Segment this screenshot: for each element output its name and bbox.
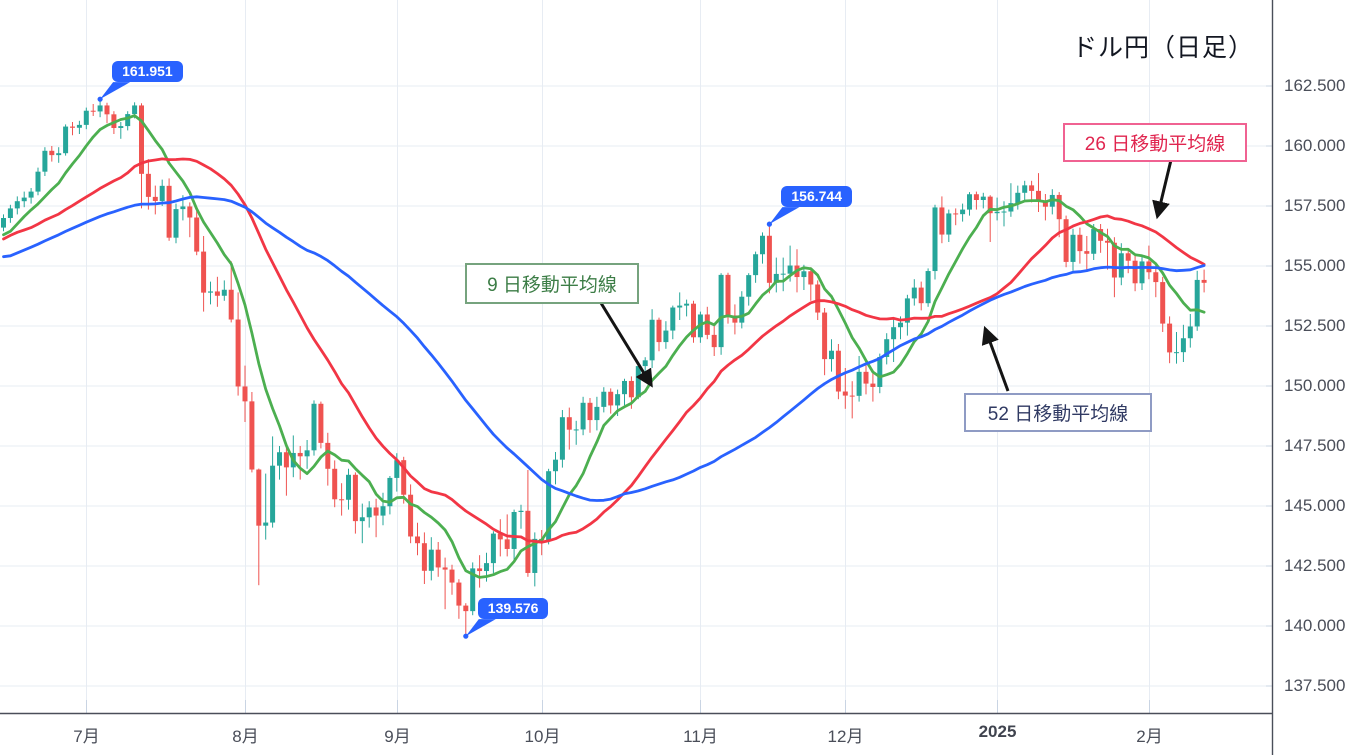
callout-anchor-dot bbox=[97, 96, 103, 102]
x-axis-label: 10月 bbox=[524, 727, 561, 746]
chart-title: ドル円（日足） bbox=[1071, 34, 1254, 62]
callout-anchor-dot bbox=[766, 221, 773, 227]
price-callout-high-161951[interactable]: 161.951 bbox=[112, 61, 183, 83]
x-axis-label: 7月 bbox=[73, 727, 100, 746]
callout-anchor-dot bbox=[463, 633, 469, 639]
ma52-annotation-box[interactable]: 52 日移動平均線 bbox=[964, 393, 1152, 432]
annotation-arrows[interactable] bbox=[599, 159, 1173, 392]
ma52-annotation-text: 52 日移動平均線 bbox=[987, 404, 1129, 425]
y-axis-label: 147.500 bbox=[1284, 436, 1346, 455]
price-callout-low-139576[interactable]: 139.576 bbox=[477, 598, 549, 620]
callout-markers bbox=[97, 82, 800, 639]
ma9-annotation-box[interactable]: 9 日移動平均線 bbox=[465, 263, 639, 304]
ma26-annotation-box[interactable]: 26 日移動平均線 bbox=[1063, 123, 1247, 162]
price-callout-label: 156.744 bbox=[791, 188, 842, 205]
y-axis-label: 155.000 bbox=[1284, 256, 1346, 275]
ma-26-line bbox=[2, 157, 1206, 544]
price-callout-label: 139.576 bbox=[487, 600, 539, 617]
x-axis-label: 12月 bbox=[827, 727, 864, 746]
y-axis-label: 142.500 bbox=[1284, 556, 1346, 575]
ma-52-line bbox=[2, 195, 1206, 502]
y-axis-label: 152.500 bbox=[1284, 316, 1346, 335]
axis-borders bbox=[0, 0, 1274, 755]
ma-9-line bbox=[2, 114, 1206, 579]
x-axis-label: 2025 bbox=[978, 722, 1017, 741]
ma9-annotation-text: 9 日移動平均線 bbox=[487, 275, 617, 296]
y-axis-label: 150.000 bbox=[1284, 376, 1346, 395]
x-axis-label: 2月 bbox=[1136, 727, 1163, 746]
y-axis-label: 145.000 bbox=[1284, 496, 1346, 515]
ma26-annotation-text: 26 日移動平均線 bbox=[1084, 134, 1226, 155]
y-axis-label: 157.500 bbox=[1284, 196, 1346, 215]
x-axis-label: 11月 bbox=[683, 727, 718, 746]
y-axis-label: 137.500 bbox=[1284, 676, 1346, 695]
ma-label-arrow-9 bbox=[599, 302, 653, 388]
ma-label-arrow-52 bbox=[981, 325, 1010, 392]
x-axis-label: 8月 bbox=[232, 727, 259, 746]
gridlines bbox=[0, 0, 1272, 713]
x-axis-label: 9月 bbox=[384, 727, 411, 746]
price-callout-high-156744[interactable]: 156.744 bbox=[781, 186, 852, 208]
axis-ticks bbox=[86, 85, 1272, 713]
y-axis-label: 140.000 bbox=[1284, 616, 1346, 635]
ma-label-arrow-26 bbox=[1152, 159, 1173, 220]
price-callout-label: 161.951 bbox=[122, 63, 173, 80]
y-axis-label: 160.000 bbox=[1284, 136, 1346, 155]
y-axis-label: 162.500 bbox=[1284, 76, 1346, 95]
